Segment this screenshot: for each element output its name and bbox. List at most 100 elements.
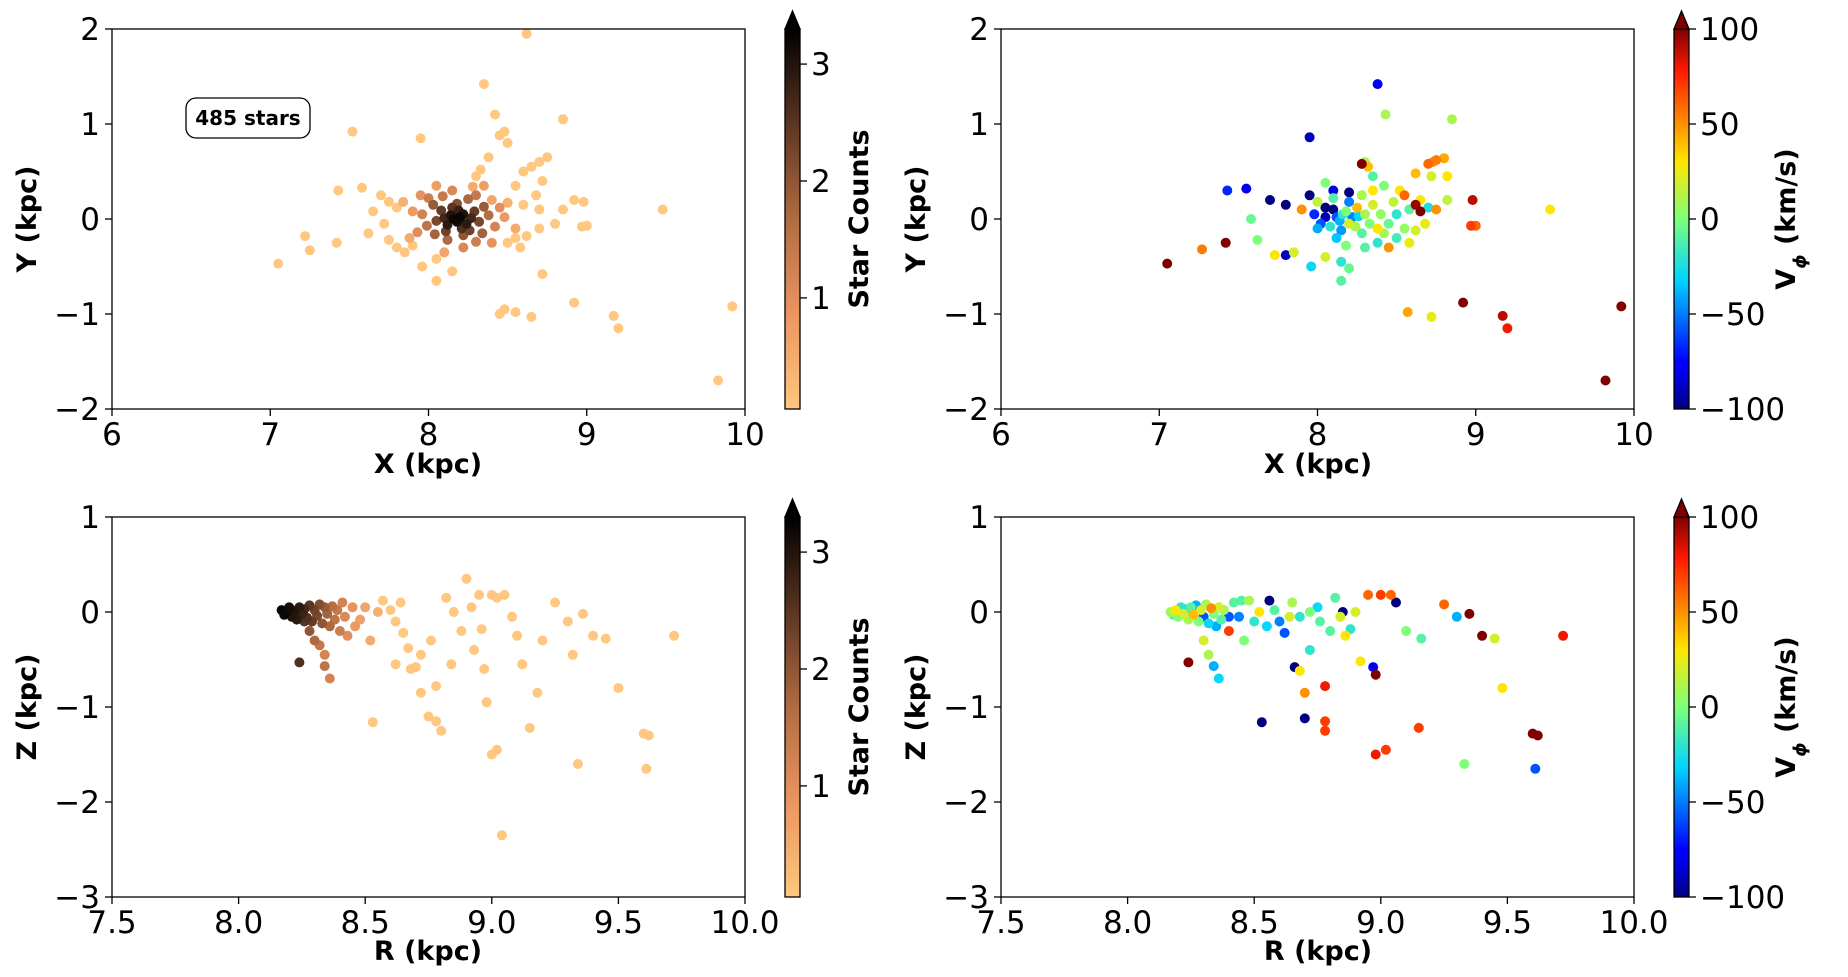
data-point — [471, 236, 481, 247]
data-point — [447, 266, 458, 277]
data-point — [713, 375, 724, 386]
data-point — [1368, 662, 1379, 673]
data-point — [1280, 199, 1291, 210]
data-point — [1244, 595, 1255, 606]
data-point — [1600, 375, 1611, 386]
data-point — [456, 626, 467, 636]
data-point — [1328, 204, 1339, 215]
data-point — [1312, 602, 1323, 613]
data-point — [572, 759, 583, 769]
data-point — [502, 237, 513, 248]
data-point — [1203, 618, 1214, 629]
data-point — [463, 194, 474, 205]
data-point — [1284, 611, 1295, 622]
data-point — [608, 310, 619, 321]
data-point — [1220, 237, 1231, 248]
data-point — [1296, 204, 1307, 215]
data-point — [1420, 218, 1431, 229]
data-point — [390, 616, 401, 627]
colorbar-tick-label: 50 — [1700, 107, 1739, 143]
data-point — [1216, 614, 1227, 625]
data-point — [1497, 310, 1508, 321]
data-point — [383, 196, 394, 207]
data-point — [558, 114, 568, 125]
data-point — [412, 227, 423, 238]
x-tick-label: 7 — [260, 417, 280, 453]
data-point — [1294, 665, 1305, 676]
data-point — [1558, 630, 1569, 641]
star-count-annotation: 485 stars — [185, 97, 311, 139]
data-point — [1388, 196, 1399, 207]
data-point — [521, 231, 532, 242]
colorbar: −100 −50 0 50 100 Vϕ (km/s) — [1673, 497, 1811, 916]
y-tick-label: −2 — [943, 785, 989, 821]
data-point — [1439, 599, 1450, 610]
x-tick-label: 10.0 — [1599, 905, 1668, 941]
data-point — [1341, 206, 1351, 217]
data-point — [1196, 605, 1206, 616]
data-point — [1309, 209, 1320, 220]
data-point — [578, 196, 589, 207]
data-point — [518, 166, 529, 177]
colorbar-extend-arrow — [784, 9, 801, 30]
scatter-points — [273, 29, 738, 386]
data-point — [542, 152, 553, 163]
data-point — [1356, 228, 1367, 239]
data-point — [1336, 275, 1347, 286]
x-tick-label: 10 — [1614, 417, 1653, 453]
colorbar-extend-arrow — [1673, 497, 1690, 518]
colorbar-tick-label: 1 — [811, 769, 831, 805]
data-point — [1312, 223, 1323, 234]
data-point — [643, 730, 654, 741]
data-point — [1331, 233, 1342, 243]
data-point — [1502, 323, 1513, 334]
data-point — [1236, 595, 1247, 606]
data-point — [517, 659, 528, 670]
data-point — [1320, 177, 1331, 188]
data-point — [490, 109, 500, 120]
x-tick-label: 9.5 — [1483, 905, 1532, 941]
data-point — [467, 181, 478, 192]
data-point — [1162, 258, 1173, 269]
data-point — [1355, 656, 1366, 667]
data-point — [1442, 195, 1453, 205]
data-point — [431, 180, 442, 191]
data-point — [383, 234, 394, 245]
x-tick-label: 9 — [1466, 417, 1486, 453]
data-point — [567, 649, 578, 660]
data-point — [1356, 158, 1367, 169]
y-tick-label: 0 — [80, 595, 100, 631]
data-point — [1261, 621, 1272, 632]
data-point — [367, 717, 378, 728]
data-point — [1234, 611, 1244, 622]
data-point — [1206, 603, 1217, 614]
x-tick-label: 9.5 — [594, 905, 643, 941]
data-point — [1344, 196, 1355, 207]
data-point — [478, 180, 489, 191]
data-point — [1265, 195, 1275, 205]
data-point — [1304, 190, 1315, 201]
data-point — [431, 275, 442, 286]
data-point — [1325, 221, 1336, 232]
data-point — [479, 664, 490, 674]
x-tick-label: 8.5 — [1230, 905, 1279, 941]
y-axis-label: Z (kpc) — [901, 654, 932, 761]
data-point — [1426, 171, 1437, 182]
data-point — [426, 635, 436, 646]
data-point — [1252, 234, 1263, 245]
data-point — [1415, 206, 1426, 217]
data-point — [415, 190, 426, 201]
data-point — [415, 687, 426, 698]
data-point — [1264, 595, 1275, 606]
colorbar-extend-arrow — [784, 497, 801, 518]
data-point — [334, 626, 345, 636]
data-point — [1279, 627, 1290, 638]
data-point — [461, 573, 472, 584]
data-point — [499, 126, 510, 137]
data-point — [428, 199, 439, 210]
data-point — [537, 176, 548, 186]
colorbar-tick-label: −50 — [1700, 785, 1765, 821]
data-point — [398, 196, 409, 207]
data-point — [486, 195, 497, 205]
